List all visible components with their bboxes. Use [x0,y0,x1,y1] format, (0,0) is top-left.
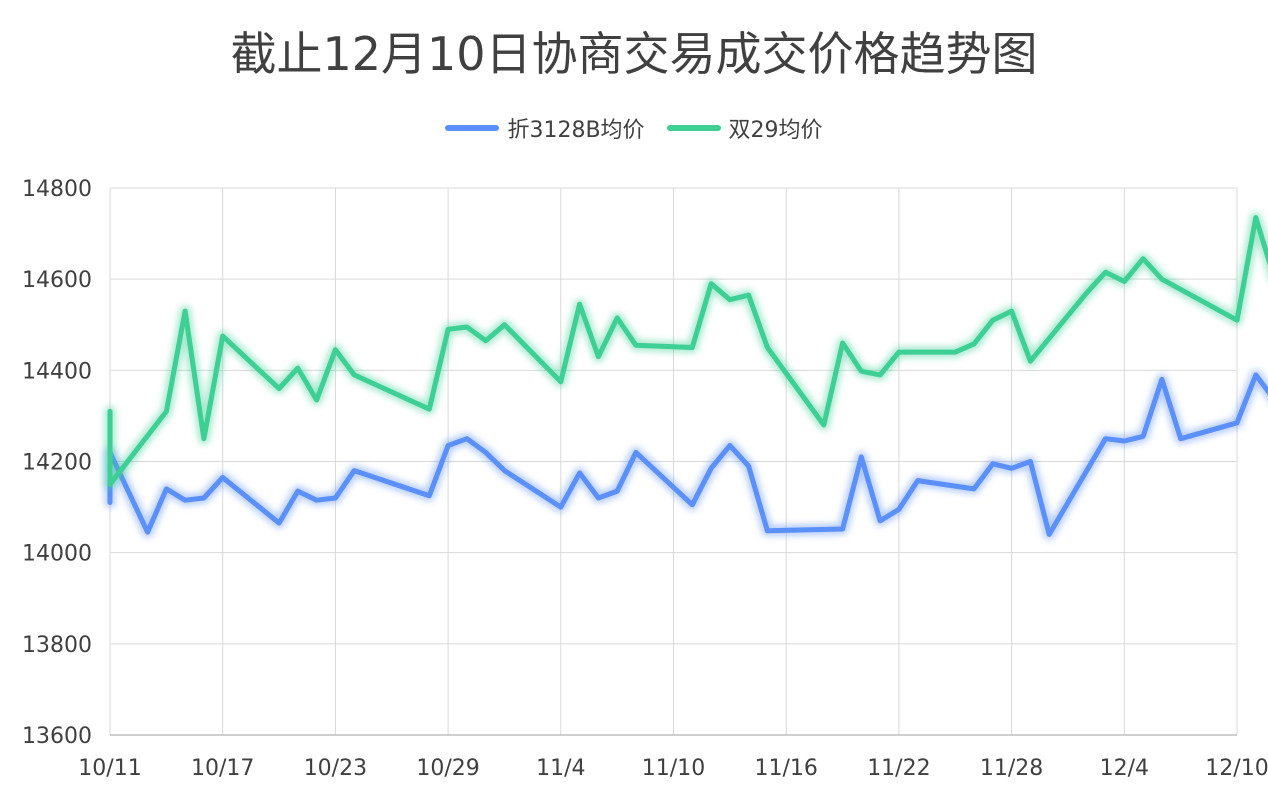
legend-label-series-2: 双29均价 [728,118,823,143]
series-2-line[interactable] [107,215,1268,487]
x-tick-label: 12/4 [1100,756,1149,781]
y-tick-label: 13800 [22,633,92,658]
x-tick-label: 11/10 [642,756,705,781]
x-tick-label: 11/28 [980,756,1043,781]
legend-label-series-1: 折3128B均价 [507,118,645,143]
legend-swatch-series-1 [445,125,500,131]
y-tick-label: 14400 [22,359,92,384]
x-tick-label: 10/11 [78,756,141,781]
y-tick-label: 14000 [22,542,92,567]
x-tick-label: 11/16 [754,756,817,781]
legend: 折3128B均价 双29均价 [0,112,1268,144]
series-2-glow [104,212,1268,490]
axes: 13600 13800 14000 14200 14400 14600 14800 10/11… [22,177,1268,781]
series-layer [104,212,1268,540]
y-tick-label: 14200 [22,451,92,476]
series-1-line[interactable] [107,372,1268,537]
x-tick-label: 11/4 [536,756,585,781]
x-tick-label: 10/29 [416,756,479,781]
legend-item-series-2[interactable]: 双29均价 [666,112,823,144]
y-tick-label: 14800 [22,177,92,202]
x-tick-label: 10/17 [191,756,254,781]
x-tick-label: 12/10 [1205,756,1268,781]
x-tick-label: 11/22 [867,756,930,781]
grid [109,187,1238,736]
x-tick-label: 10/23 [304,756,367,781]
legend-swatch-series-2 [666,125,721,131]
legend-item-series-1[interactable]: 折3128B均价 [445,112,645,144]
y-tick-label: 13600 [22,724,92,749]
chart-title: 截止12月10日协商交易成交价格趋势图 [230,27,1038,81]
y-tick-label: 14600 [22,268,92,293]
